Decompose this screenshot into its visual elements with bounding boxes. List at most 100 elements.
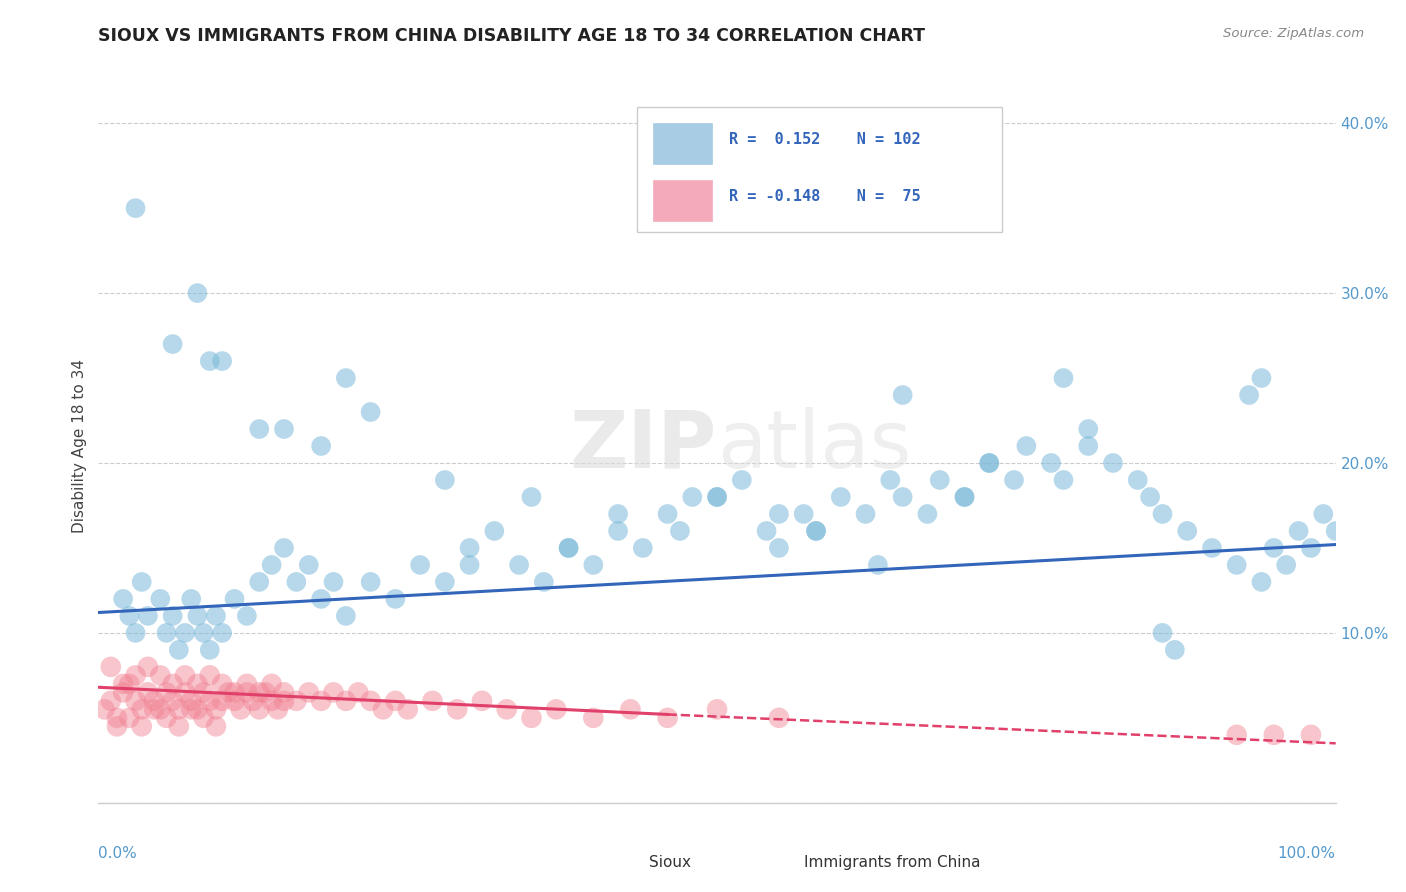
Point <box>211 677 233 691</box>
Point <box>1275 558 1298 572</box>
Point <box>124 626 146 640</box>
Point <box>768 541 790 555</box>
Point <box>360 405 382 419</box>
Point <box>335 694 357 708</box>
Point <box>229 702 252 716</box>
Point <box>446 702 468 716</box>
Point <box>1288 524 1310 538</box>
Point <box>607 524 630 538</box>
Point <box>112 677 135 691</box>
Point <box>162 608 184 623</box>
Point <box>105 719 128 733</box>
Point <box>384 591 406 606</box>
Point <box>1237 388 1260 402</box>
Point <box>254 685 277 699</box>
Point <box>162 677 184 691</box>
Point <box>409 558 432 572</box>
Point <box>298 558 321 572</box>
Point <box>211 694 233 708</box>
FancyBboxPatch shape <box>602 852 647 874</box>
Point <box>105 711 128 725</box>
Point <box>236 685 259 699</box>
Point <box>322 574 344 589</box>
Point <box>211 626 233 640</box>
Point <box>1126 473 1149 487</box>
Point <box>224 591 246 606</box>
Point <box>804 524 827 538</box>
Point <box>1164 643 1187 657</box>
Point <box>198 643 221 657</box>
Point <box>335 608 357 623</box>
Point <box>247 574 270 589</box>
Point <box>155 711 177 725</box>
Point <box>174 685 197 699</box>
Point <box>1152 507 1174 521</box>
Text: atlas: atlas <box>717 407 911 485</box>
Point <box>174 668 197 682</box>
Point <box>1175 524 1198 538</box>
Point <box>309 694 332 708</box>
Point <box>768 507 790 521</box>
Point <box>273 541 295 555</box>
Point <box>322 685 344 699</box>
Point <box>371 702 394 716</box>
Point <box>309 439 332 453</box>
Point <box>236 677 259 691</box>
Point <box>136 660 159 674</box>
Point <box>224 694 246 708</box>
Point <box>167 643 190 657</box>
Point <box>205 608 228 623</box>
Point <box>891 388 914 402</box>
Point <box>1040 456 1063 470</box>
Point <box>681 490 703 504</box>
Point <box>471 694 494 708</box>
Point <box>557 541 579 555</box>
Point <box>198 354 221 368</box>
Point <box>131 719 153 733</box>
Y-axis label: Disability Age 18 to 34: Disability Age 18 to 34 <box>72 359 87 533</box>
Point <box>1226 728 1249 742</box>
Point <box>180 694 202 708</box>
Point <box>260 558 283 572</box>
Point <box>582 711 605 725</box>
Point <box>100 660 122 674</box>
Point <box>830 490 852 504</box>
Point <box>180 591 202 606</box>
Point <box>891 490 914 504</box>
Point <box>273 685 295 699</box>
Point <box>458 541 481 555</box>
Point <box>706 702 728 716</box>
Point <box>520 490 543 504</box>
Text: Immigrants from China: Immigrants from China <box>804 855 980 871</box>
Point <box>1263 541 1285 555</box>
Point <box>433 574 456 589</box>
Point <box>143 702 166 716</box>
Point <box>149 702 172 716</box>
Point <box>1152 626 1174 640</box>
Point <box>1002 473 1025 487</box>
Point <box>768 711 790 725</box>
Point <box>217 685 239 699</box>
Point <box>198 694 221 708</box>
Point <box>1015 439 1038 453</box>
Point <box>285 694 308 708</box>
Point <box>1299 728 1322 742</box>
Point <box>186 608 208 623</box>
Point <box>1312 507 1334 521</box>
Point <box>112 591 135 606</box>
Point <box>657 711 679 725</box>
Point <box>979 456 1001 470</box>
FancyBboxPatch shape <box>637 107 1001 232</box>
Point <box>205 719 228 733</box>
Point <box>162 337 184 351</box>
Point <box>174 626 197 640</box>
FancyBboxPatch shape <box>652 180 711 221</box>
Point <box>211 354 233 368</box>
Text: SIOUX VS IMMIGRANTS FROM CHINA DISABILITY AGE 18 TO 34 CORRELATION CHART: SIOUX VS IMMIGRANTS FROM CHINA DISABILIT… <box>98 27 925 45</box>
Point <box>855 507 877 521</box>
Point <box>347 685 370 699</box>
Point <box>273 694 295 708</box>
Point <box>360 694 382 708</box>
Point <box>1201 541 1223 555</box>
Point <box>247 702 270 716</box>
